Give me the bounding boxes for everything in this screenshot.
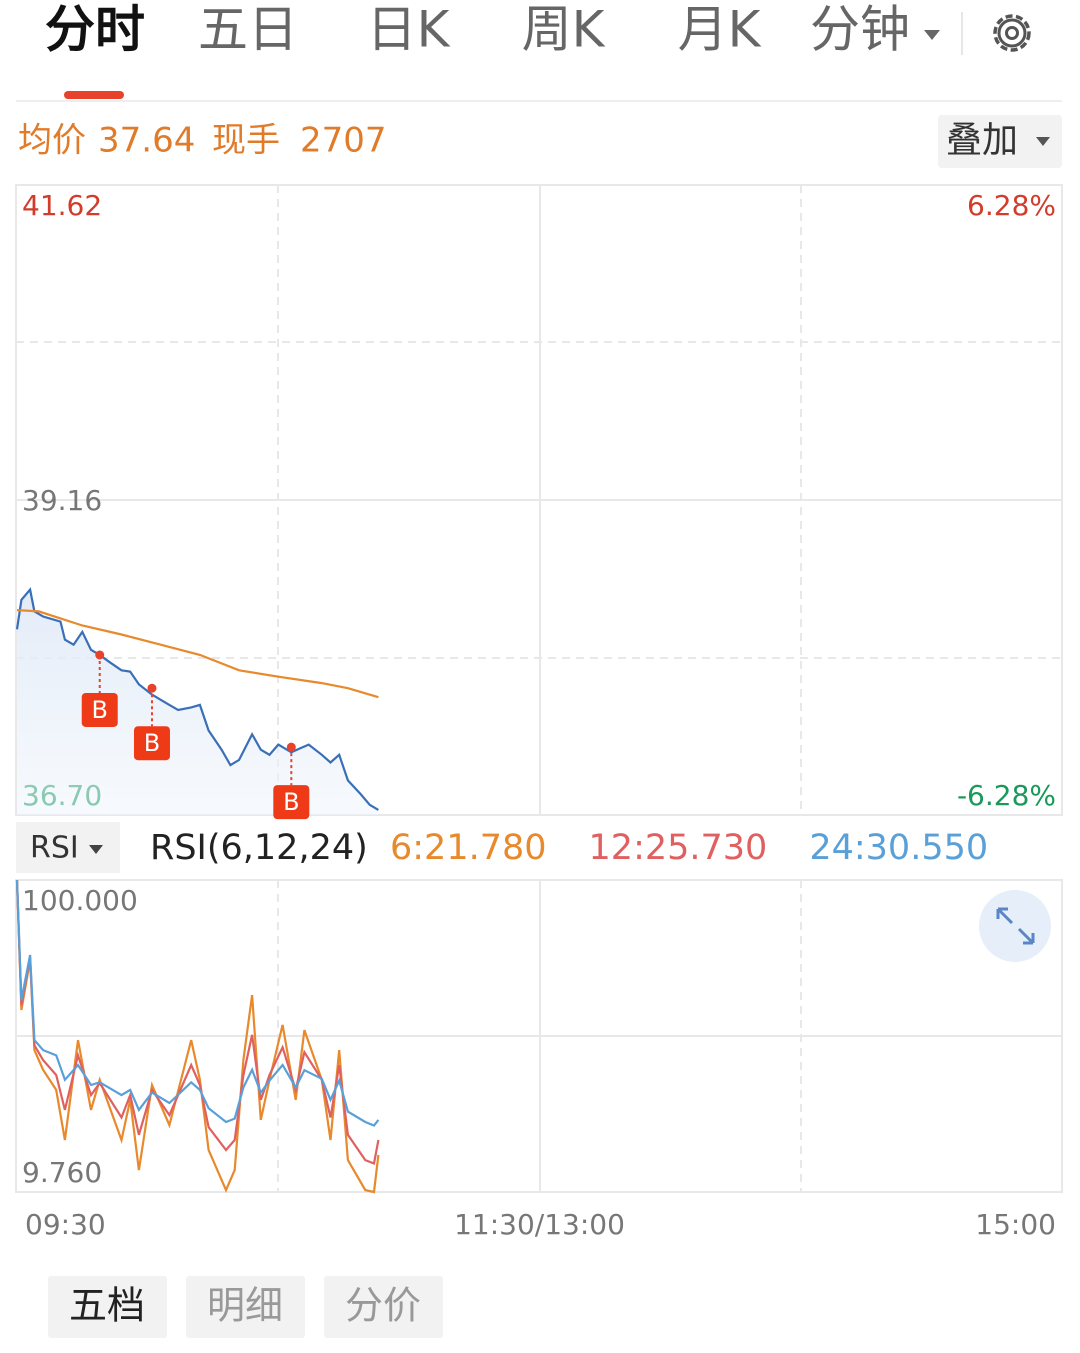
buy-marker: B (81, 692, 118, 727)
series-line (15, 587, 379, 811)
marker-label: B (144, 729, 160, 757)
y2-tick-label: 6.28% (967, 189, 1056, 222)
tab[interactable]: 五日 (198, 1, 298, 59)
buy-marker: B (273, 785, 310, 820)
legend-entry: 12:25.730 (589, 828, 768, 868)
active-tab-indicator (64, 91, 124, 99)
price-area (17, 589, 379, 815)
y-tick-label: 41.62 (22, 189, 102, 222)
legend-entry: 24:30.550 (809, 828, 988, 868)
marker-dot (286, 742, 296, 752)
marker-badge (81, 692, 118, 727)
dropdown-arrow (1036, 137, 1050, 146)
bottom-tab[interactable] (324, 1276, 443, 1338)
volume-value: 2707 (300, 121, 387, 161)
legend-entry: 6:21.780 (390, 828, 547, 868)
bottom-tab[interactable] (48, 1276, 167, 1338)
avg-value: 37.64 (98, 121, 195, 161)
marker-badge (133, 726, 170, 761)
marker-dot (95, 650, 105, 660)
series-line (16, 609, 379, 699)
y-tick-label: 100.000 (22, 884, 138, 917)
tab[interactable]: 周K (522, 1, 606, 59)
series-line (15, 879, 380, 1166)
x-tick-label: 09:30 (25, 1208, 106, 1241)
tab[interactable]: 分时 (45, 1, 145, 59)
expand-button[interactable] (979, 890, 1051, 962)
y-tick-label: 39.16 (22, 484, 102, 517)
x-tick-label: 15:00 (975, 1208, 1056, 1241)
series-line (15, 879, 380, 1127)
series-line (15, 879, 380, 1194)
dropdown-arrow (89, 845, 103, 854)
bottom-tab-label: 五档 (69, 1284, 145, 1328)
indicator-title: RSI(6,12,24) (150, 828, 368, 868)
bottom-tab[interactable] (186, 1276, 305, 1338)
y2-tick-label: -6.28% (957, 779, 1056, 812)
settings-icon[interactable] (993, 14, 1031, 52)
overlay-button[interactable] (938, 115, 1062, 168)
dropdown-arrow (924, 30, 940, 40)
overlay-label: 叠加 (946, 120, 1018, 161)
x-tick-label: 11:30/13:00 (454, 1208, 625, 1241)
bottom-tab-label: 明细 (207, 1284, 283, 1328)
tab[interactable]: 分钟 (810, 1, 910, 59)
indicator-button[interactable] (16, 822, 120, 873)
marker-label: B (91, 696, 107, 724)
marker-badge (273, 785, 310, 820)
tab[interactable]: 月K (678, 1, 762, 59)
volume-label: 现手 (212, 121, 280, 161)
indicator-button-label: RSI (30, 831, 79, 866)
marker-label: B (283, 788, 299, 816)
bottom-tab-label: 分价 (345, 1284, 421, 1328)
marker-dot (147, 683, 157, 693)
tab[interactable]: 日K (367, 1, 451, 59)
y-tick-label: 9.760 (22, 1156, 102, 1189)
avg-label: 均价 (18, 121, 86, 161)
buy-marker: B (133, 726, 170, 761)
